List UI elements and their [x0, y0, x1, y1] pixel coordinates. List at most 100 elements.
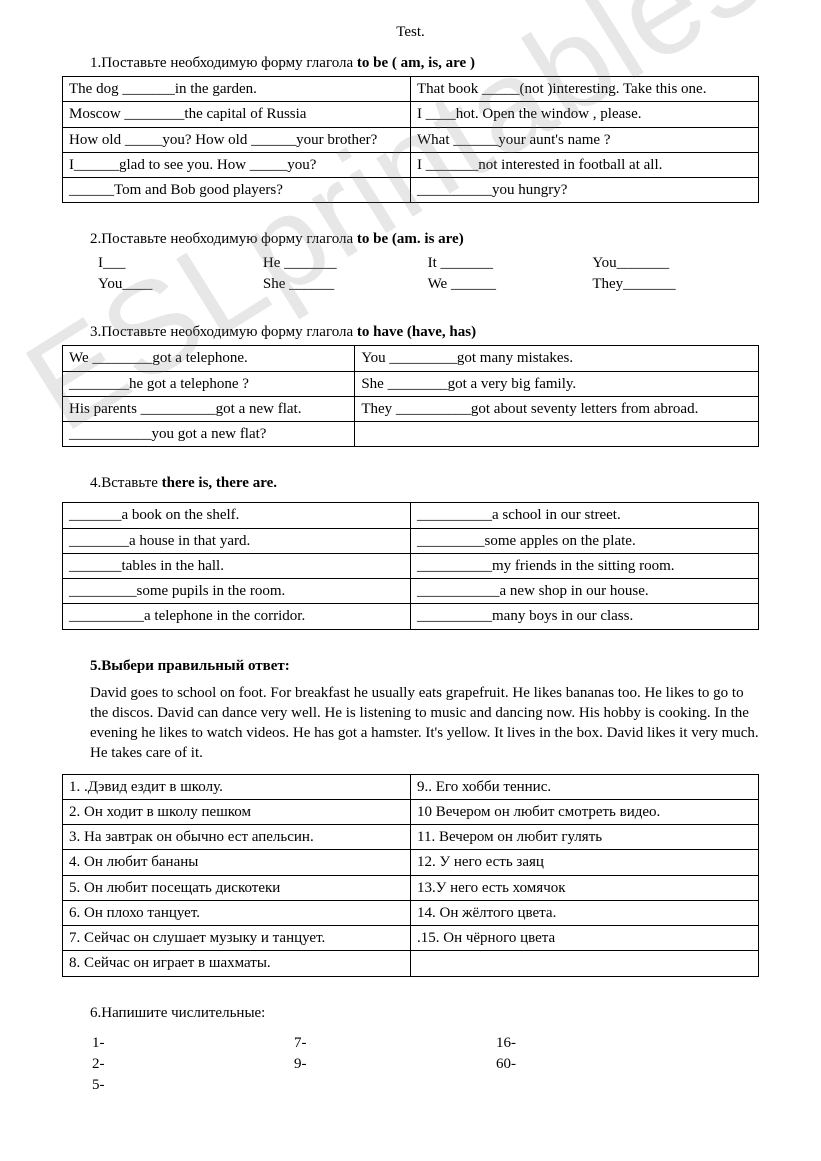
cell [496, 1076, 696, 1095]
page-title: Test. [62, 24, 759, 41]
table-row: I______glad to see you. How _____you?I _… [63, 152, 759, 177]
cell: 10 Вечером он любит смотреть видео. [411, 799, 759, 824]
cell: We ________got a telephone. [63, 346, 355, 371]
q1-table: The dog _______in the garden.That book _… [62, 76, 759, 203]
q4-table: _______a book on the shelf.__________a s… [62, 502, 759, 629]
cell: ________he got a telephone ? [63, 371, 355, 396]
cell: ______Tom and Bob good players? [63, 178, 411, 203]
q2-instruction: 2.Поставьте необходимую форму глагола to… [90, 231, 759, 248]
cell: She ______ [263, 275, 426, 294]
table-row: 1- 7- 16- [92, 1034, 696, 1053]
q6-instruction: 6.Напишите числительные: [90, 1005, 759, 1022]
cell: What ______your aunt's name ? [411, 127, 759, 152]
cell: 13.У него есть хомячок [411, 875, 759, 900]
cell: 3. На завтрак он обычно ест апельсин. [63, 825, 411, 850]
cell [294, 1076, 494, 1095]
cell: _________some apples on the plate. [411, 528, 759, 553]
cell: He _______ [263, 254, 426, 273]
cell: 1. .Дэвид ездит в школу. [63, 774, 411, 799]
cell: __________a school in our street. [411, 503, 759, 528]
cell: You____ [98, 275, 261, 294]
table-row: 4. Он любит бананы12. У него есть заяц [63, 850, 759, 875]
table-row: _________some pupils in the room._______… [63, 579, 759, 604]
q4-instr-bold: there is, there are. [162, 475, 277, 491]
cell: _________some pupils in the room. [63, 579, 411, 604]
cell: 5. Он любит посещать дискотеки [63, 875, 411, 900]
cell: 16- [496, 1034, 696, 1053]
cell: __________you hungry? [411, 178, 759, 203]
cell: ___________you got a new flat? [63, 422, 355, 447]
table-row: _______tables in the hall.__________my f… [63, 553, 759, 578]
cell: __________my friends in the sitting room… [411, 553, 759, 578]
cell: 60- [496, 1055, 696, 1074]
q1-instr-text: 1.Поставьте необходимую форму глагола [90, 55, 357, 71]
table-row: You____ She ______ We ______ They_______ [98, 275, 757, 294]
cell: I___ [98, 254, 261, 273]
table-row: 3. На завтрак он обычно ест апельсин.11.… [63, 825, 759, 850]
q3-instr-bold: to have (have, has) [357, 324, 476, 340]
cell: We ______ [428, 275, 591, 294]
table-row: ______Tom and Bob good players?_________… [63, 178, 759, 203]
cell: I______glad to see you. How _____you? [63, 152, 411, 177]
table-row: We ________got a telephone.You _________… [63, 346, 759, 371]
table-row: 5- [92, 1076, 696, 1095]
q3-instr-text: 3.Поставьте необходимую форму глагола [90, 324, 357, 340]
cell: It _______ [428, 254, 591, 273]
cell: 1- [92, 1034, 292, 1053]
cell [355, 422, 759, 447]
cell: 9- [294, 1055, 494, 1074]
cell: 2. Он ходит в школу пешком [63, 799, 411, 824]
cell: They_______ [592, 275, 757, 294]
q2-instr-bold: to be (am. is are) [357, 231, 464, 247]
table-row: The dog _______in the garden.That book _… [63, 77, 759, 102]
q4-instruction: 4.Вставьте there is, there are. [90, 475, 759, 492]
table-row: 8. Сейчас он играет в шахматы. [63, 951, 759, 976]
q5-table: 1. .Дэвид ездит в школу.9.. Его хобби те… [62, 774, 759, 977]
cell: 9.. Его хобби теннис. [411, 774, 759, 799]
cell: _______tables in the hall. [63, 553, 411, 578]
q1-instruction: 1.Поставьте необходимую форму глагола to… [90, 55, 759, 72]
cell: I ____hot. Open the window , please. [411, 102, 759, 127]
cell: __________many boys in our class. [411, 604, 759, 629]
table-row: ________he got a telephone ?She ________… [63, 371, 759, 396]
cell: 6. Он плохо танцует. [63, 900, 411, 925]
cell: .15. Он чёрного цвета [411, 926, 759, 951]
cell: That book _____(not )interesting. Take t… [411, 77, 759, 102]
table-row: ________a house in that yard._________so… [63, 528, 759, 553]
cell: 14. Он жёлтого цвета. [411, 900, 759, 925]
table-row: 2- 9- 60- [92, 1055, 696, 1074]
q3-instruction: 3.Поставьте необходимую форму глагола to… [90, 324, 759, 341]
cell: 11. Вечером он любит гулять [411, 825, 759, 850]
table-row: 5. Он любит посещать дискотеки13.У него … [63, 875, 759, 900]
cell: 7. Сейчас он слушает музыку и танцует. [63, 926, 411, 951]
cell: ________a house in that yard. [63, 528, 411, 553]
table-row: 7. Сейчас он слушает музыку и танцует..1… [63, 926, 759, 951]
cell [411, 951, 759, 976]
cell: I _______not interested in football at a… [411, 152, 759, 177]
cell: The dog _______in the garden. [63, 77, 411, 102]
q2-grid: I___ He _______ It _______ You_______ Yo… [96, 252, 759, 296]
cell: You_______ [592, 254, 757, 273]
cell: 4. Он любит бананы [63, 850, 411, 875]
table-row: Moscow ________the capital of RussiaI __… [63, 102, 759, 127]
cell: His parents __________got a new flat. [63, 396, 355, 421]
page-content: Test. 1.Поставьте необходимую форму глаг… [62, 24, 759, 1097]
table-row: 6. Он плохо танцует.14. Он жёлтого цвета… [63, 900, 759, 925]
cell: 2- [92, 1055, 292, 1074]
table-row: How old _____you? How old ______your bro… [63, 127, 759, 152]
table-row: _______a book on the shelf.__________a s… [63, 503, 759, 528]
cell: How old _____you? How old ______your bro… [63, 127, 411, 152]
cell: __________a telephone in the corridor. [63, 604, 411, 629]
cell: 7- [294, 1034, 494, 1053]
q1-instr-bold: to be ( am, is, are ) [357, 55, 475, 71]
cell: 8. Сейчас он играет в шахматы. [63, 951, 411, 976]
cell: ___________a new shop in our house. [411, 579, 759, 604]
cell: _______a book on the shelf. [63, 503, 411, 528]
q5-instruction: 5.Выбери правильный ответ: [90, 658, 759, 675]
q3-table: We ________got a telephone.You _________… [62, 345, 759, 447]
table-row: __________a telephone in the corridor.__… [63, 604, 759, 629]
table-row: I___ He _______ It _______ You_______ [98, 254, 757, 273]
table-row: 1. .Дэвид ездит в школу.9.. Его хобби те… [63, 774, 759, 799]
table-row: His parents __________got a new flat.The… [63, 396, 759, 421]
table-row: 2. Он ходит в школу пешком10 Вечером он … [63, 799, 759, 824]
